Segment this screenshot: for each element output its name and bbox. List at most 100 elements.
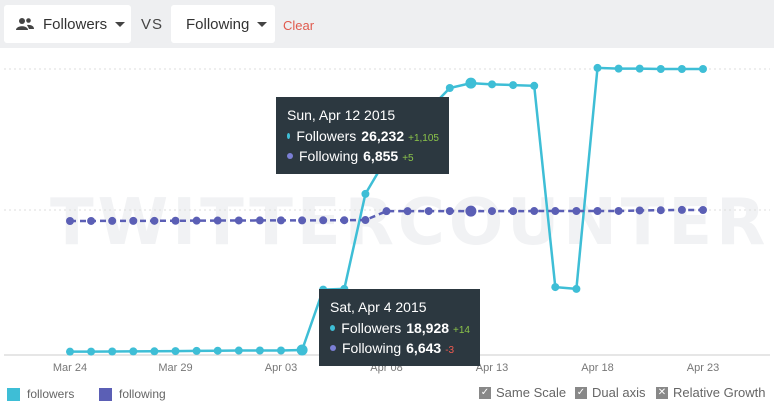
tooltip-diff: +14 <box>453 325 470 336</box>
x-tick-label: Apr 03 <box>265 362 297 374</box>
tooltip-row-following: Following 6,643 -3 <box>330 340 470 356</box>
followers-dot-icon <box>330 325 336 331</box>
tooltip-label: Followers <box>296 128 357 144</box>
followers-dot-icon <box>287 133 291 139</box>
data-point-followers[interactable] <box>296 344 308 356</box>
legend-following[interactable]: following <box>99 387 166 401</box>
x-tick-label: Apr 18 <box>581 362 613 374</box>
tooltip-label: Followers <box>341 320 402 336</box>
option-label: Same Scale <box>496 385 567 400</box>
data-point-followers[interactable] <box>234 346 243 355</box>
users-icon <box>16 18 34 30</box>
comparison-toolbar: Followers VS Following Clear <box>0 0 774 48</box>
data-point-following[interactable] <box>509 207 518 216</box>
data-point-followers[interactable] <box>699 65 707 73</box>
data-point-following[interactable] <box>424 207 433 216</box>
data-point-followers[interactable] <box>572 284 581 293</box>
data-point-following[interactable] <box>656 206 665 215</box>
data-point-following[interactable] <box>66 217 74 225</box>
data-point-following[interactable] <box>340 216 349 225</box>
data-point-followers[interactable] <box>277 346 285 355</box>
data-point-following[interactable] <box>635 206 644 215</box>
same-scale-checkbox[interactable]: ✓ Same Scale <box>479 385 566 400</box>
x-tick-label: Apr 13 <box>476 362 508 374</box>
data-point-following[interactable] <box>677 205 686 214</box>
legend-label: following <box>119 387 166 401</box>
tooltip-row-following: Following 6,855 +5 <box>287 148 439 164</box>
tooltip-row-followers: Followers 26,232 +1,105 <box>287 128 439 144</box>
tooltip-value: 18,928 <box>406 320 450 336</box>
chevron-down-icon <box>257 21 268 27</box>
data-point-following[interactable] <box>465 205 477 217</box>
metric-b-label: Following <box>186 15 250 33</box>
data-point-following[interactable] <box>403 207 412 216</box>
tooltip-date: Sun, Apr 12 2015 <box>287 107 396 123</box>
data-point-following[interactable] <box>361 216 370 225</box>
data-point-following[interactable] <box>530 207 539 216</box>
data-point-following[interactable] <box>382 207 391 216</box>
data-point-followers[interactable] <box>129 347 138 356</box>
chevron-down-icon <box>115 21 126 27</box>
data-point-followers[interactable] <box>509 81 518 90</box>
data-point-following[interactable] <box>255 216 264 225</box>
check-icon: ✓ <box>479 386 491 399</box>
data-point-followers[interactable] <box>677 65 686 73</box>
data-point-following[interactable] <box>192 216 201 225</box>
data-point-following[interactable] <box>614 206 623 215</box>
tooltip-value: 26,232 <box>361 128 405 144</box>
tooltip-date: Sat, Apr 4 2015 <box>330 299 427 315</box>
data-point-following[interactable] <box>551 207 560 216</box>
data-point-followers[interactable] <box>108 347 117 356</box>
tooltip-row-followers: Followers 18,928 +14 <box>330 320 470 336</box>
metric-b-dropdown[interactable]: Following <box>171 5 275 43</box>
data-point-followers[interactable] <box>66 347 74 356</box>
data-point-following[interactable] <box>593 207 602 216</box>
data-point-followers[interactable] <box>465 77 477 89</box>
data-point-following[interactable] <box>213 216 222 225</box>
data-point-followers[interactable] <box>192 346 201 355</box>
data-point-following[interactable] <box>108 216 117 225</box>
data-point-following[interactable] <box>699 206 707 214</box>
data-point-followers[interactable] <box>87 347 96 356</box>
data-point-followers[interactable] <box>551 283 560 292</box>
data-point-following[interactable] <box>129 216 138 225</box>
clear-button[interactable]: Clear <box>283 18 315 33</box>
data-point-following[interactable] <box>234 216 243 225</box>
data-point-following[interactable] <box>445 207 454 216</box>
check-icon: ✓ <box>575 386 587 399</box>
data-point-following[interactable] <box>572 207 581 216</box>
data-point-followers[interactable] <box>656 65 665 73</box>
data-point-followers[interactable] <box>488 80 496 89</box>
followers-swatch-icon <box>7 387 20 401</box>
data-point-following[interactable] <box>488 207 496 216</box>
metric-a-label: Followers <box>43 15 108 33</box>
tooltip-value: 6,643 <box>406 340 442 356</box>
data-point-followers[interactable] <box>361 189 370 198</box>
legend-label: followers <box>27 387 75 401</box>
relative-growth-checkbox[interactable]: ✕ Relative Growth <box>656 385 765 400</box>
data-point-followers[interactable] <box>445 83 454 92</box>
data-point-following[interactable] <box>277 216 285 225</box>
legend-followers[interactable]: followers <box>7 387 74 401</box>
tooltip-label: Following <box>299 148 359 164</box>
data-point-following[interactable] <box>298 216 307 225</box>
x-icon: ✕ <box>656 386 668 399</box>
data-point-following[interactable] <box>87 216 96 225</box>
watermark-logo: TWITTERCOUNTER <box>50 186 770 260</box>
data-point-followers[interactable] <box>150 347 159 356</box>
data-point-followers[interactable] <box>635 64 644 73</box>
data-point-followers[interactable] <box>213 346 222 355</box>
data-point-followers[interactable] <box>255 346 264 355</box>
metric-a-dropdown[interactable]: Followers <box>4 5 131 43</box>
data-point-followers[interactable] <box>171 347 180 356</box>
data-point-followers[interactable] <box>614 64 623 73</box>
data-point-followers[interactable] <box>530 81 539 90</box>
data-point-following[interactable] <box>171 216 180 225</box>
data-point-followers[interactable] <box>593 63 602 72</box>
data-point-following[interactable] <box>319 216 328 225</box>
dual-axis-checkbox[interactable]: ✓ Dual axis <box>575 385 645 400</box>
following-swatch-icon <box>99 387 112 401</box>
tooltip-label: Following <box>342 340 402 356</box>
data-point-following[interactable] <box>150 216 159 225</box>
tooltip-value: 6,855 <box>363 148 399 164</box>
